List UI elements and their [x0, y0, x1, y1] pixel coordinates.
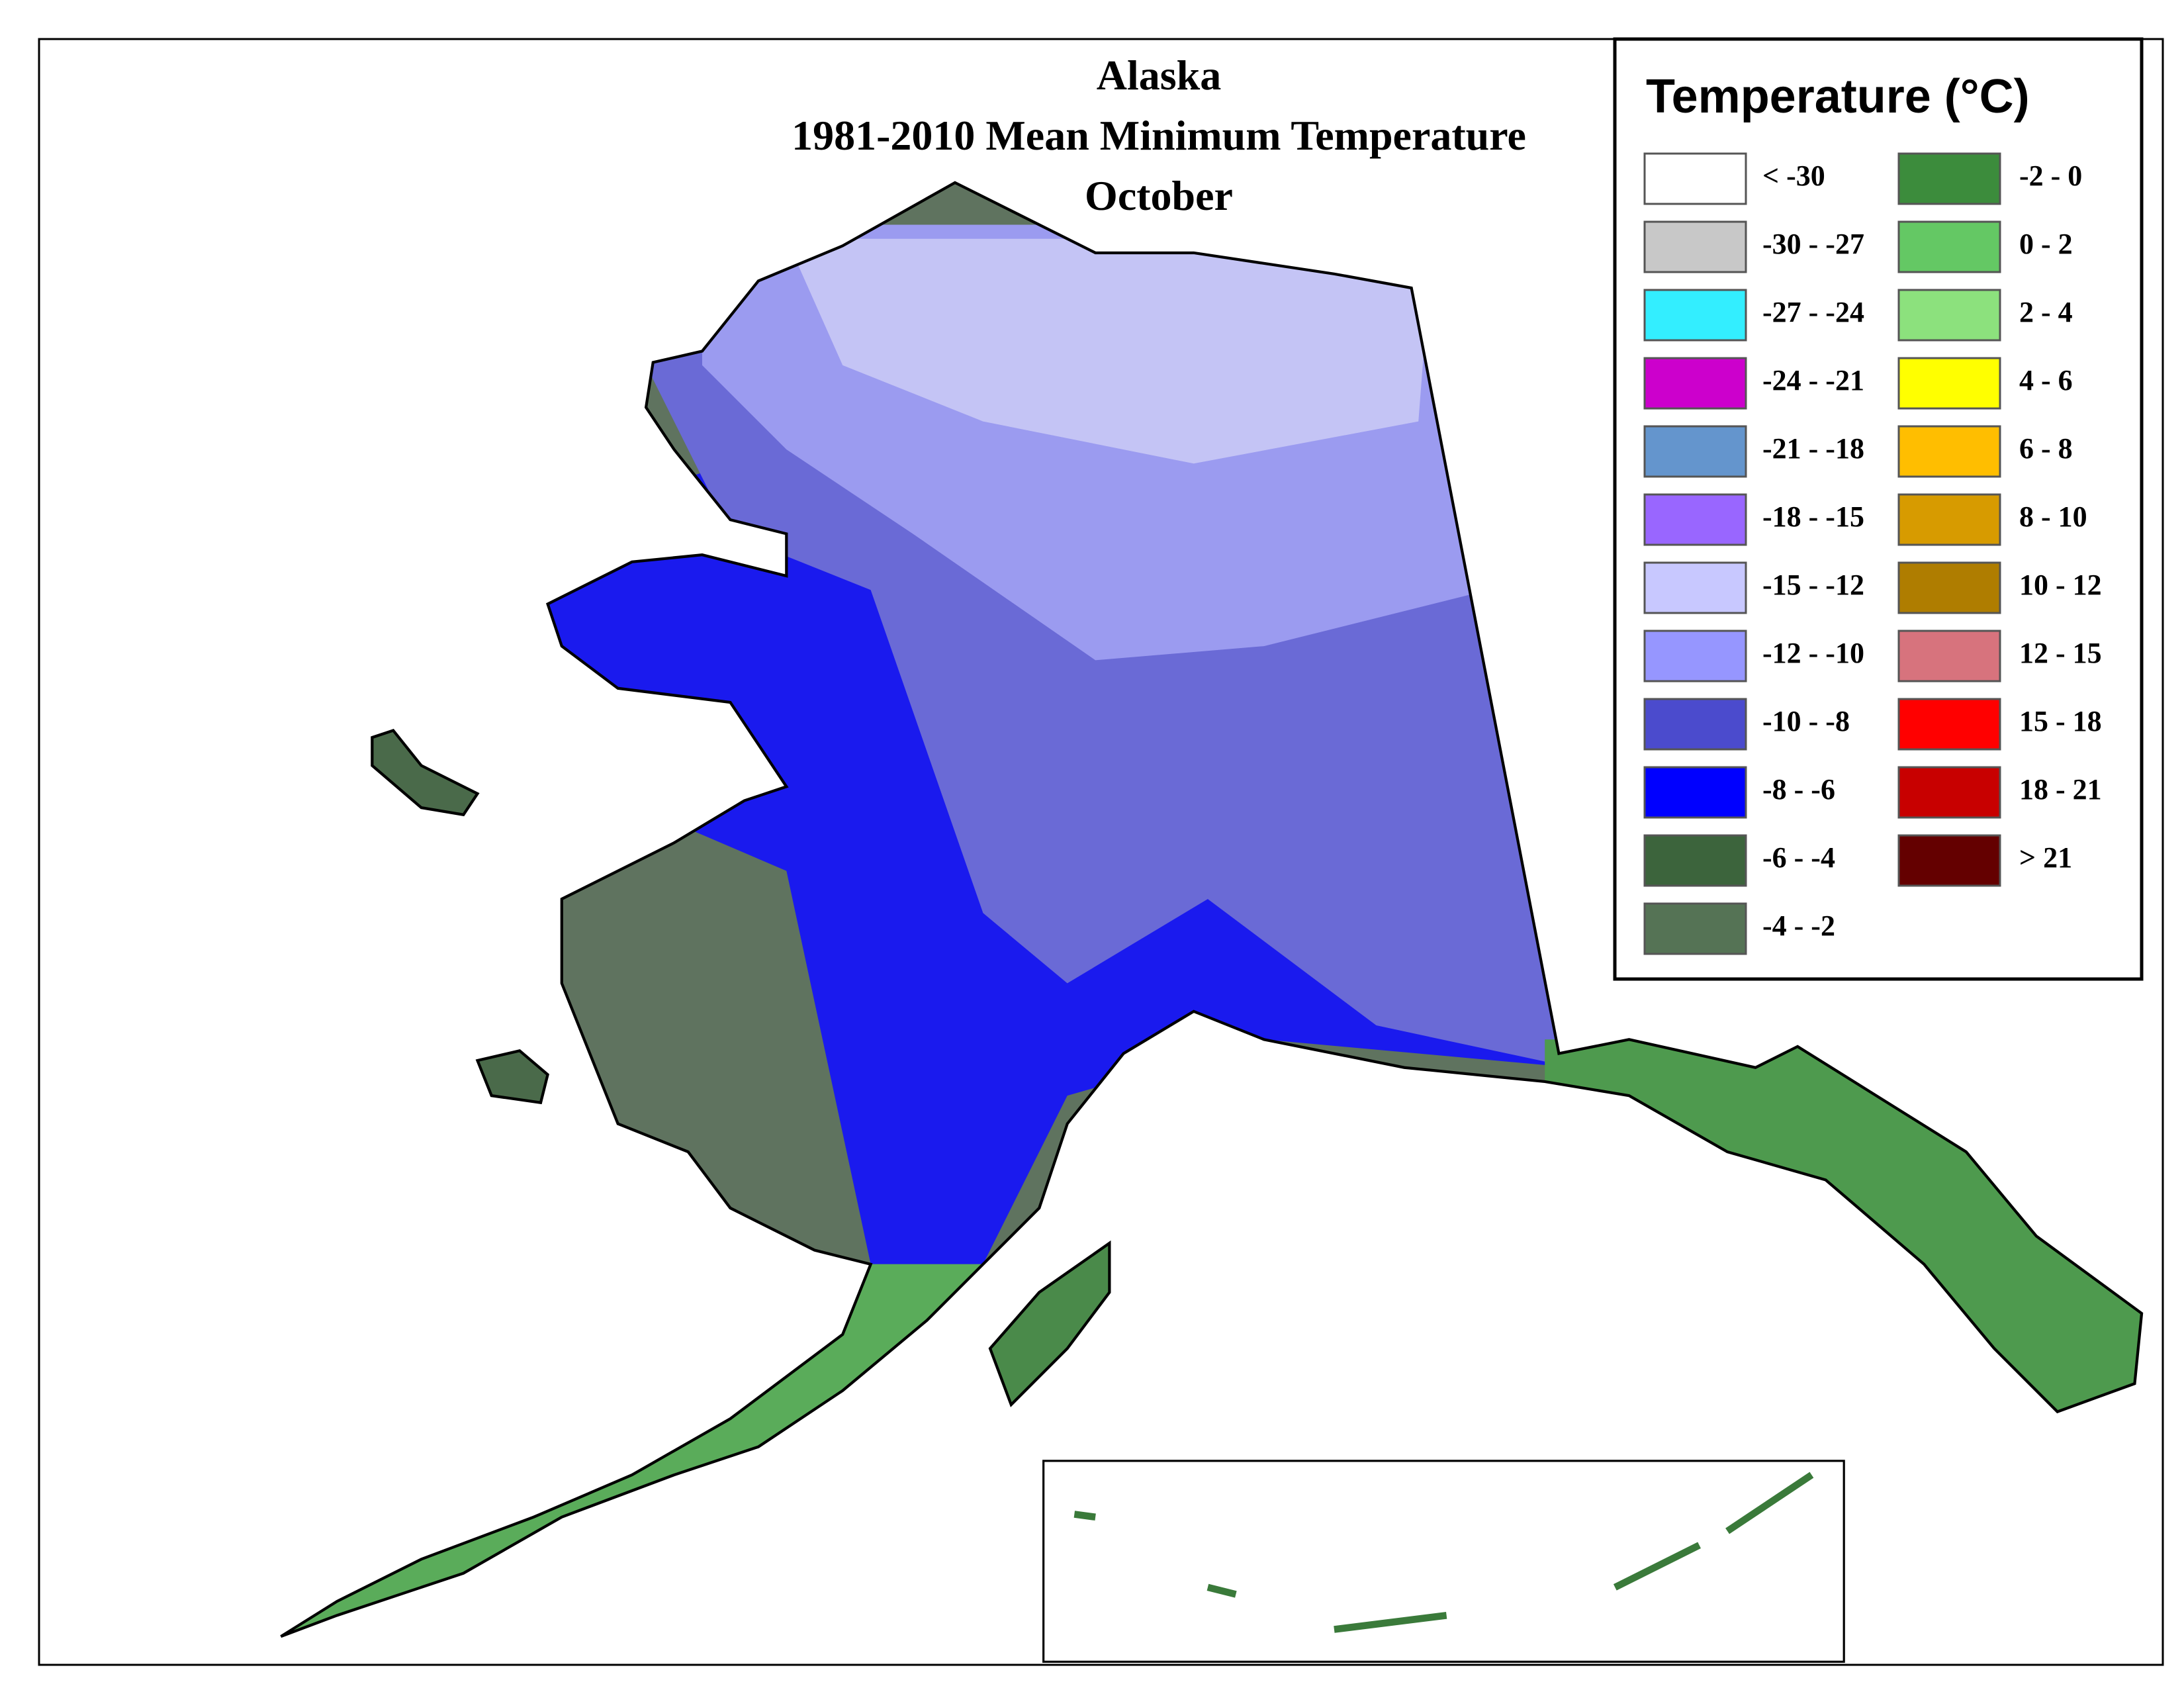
legend-swatch: [1643, 902, 1747, 955]
map-title-line: Alaska: [1097, 52, 1222, 99]
legend-label: -2 - 0: [2019, 160, 2082, 192]
legend-swatch: [1643, 493, 1747, 546]
legend-swatch: [1897, 220, 2001, 273]
legend-label: -21 - -18: [1762, 432, 1864, 465]
legend-label: > 21: [2019, 841, 2072, 874]
legend-label: 15 - 18: [2019, 705, 2102, 737]
legend-label: -24 - -21: [1762, 364, 1864, 397]
legend-label: -10 - -8: [1762, 705, 1850, 737]
legend-label: -15 - -12: [1762, 569, 1864, 601]
legend-label: 12 - 15: [2019, 637, 2102, 669]
legend-label: 10 - 12: [2019, 569, 2102, 601]
legend-swatch: [1643, 220, 1747, 273]
legend-label: -6 - -4: [1762, 841, 1835, 874]
legend-label: 2 - 4: [2019, 296, 2073, 328]
legend-label: 4 - 6: [2019, 364, 2073, 397]
legend-swatch: [1897, 493, 2001, 546]
legend-label: -30 - -27: [1762, 228, 1864, 260]
legend-label: 6 - 8: [2019, 432, 2073, 465]
legend-label: 0 - 2: [2019, 228, 2073, 260]
legend-label: -27 - -24: [1762, 296, 1864, 328]
legend-swatch: [1897, 425, 2001, 478]
legend-label: -12 - -10: [1762, 637, 1864, 669]
legend-swatch: [1643, 357, 1747, 410]
legend-label: 18 - 21: [2019, 773, 2102, 806]
title-block: Alaska 1981-2010 Mean Minimum Temperature…: [792, 52, 1526, 219]
legend-swatch: [1643, 766, 1747, 819]
map-title-line: 1981-2010 Mean Minimum Temperature: [792, 112, 1526, 159]
legend-swatch: [1897, 834, 2001, 887]
legend-swatch: [1897, 766, 2001, 819]
legend-title: Temperature (°C): [1646, 70, 2030, 123]
legend: < -30 -30 - -27 -27 - -24 -24 - -21 -21 - -1…: [1643, 152, 2102, 955]
legend-swatch: [1643, 425, 1747, 478]
legend-label: -18 - -15: [1762, 500, 1864, 533]
legend-swatch: [1897, 698, 2001, 751]
legend-label: < -30: [1762, 160, 1825, 192]
legend-swatch: [1643, 698, 1747, 751]
legend-swatch: [1897, 152, 2001, 205]
legend-label: -8 - -6: [1762, 773, 1835, 806]
legend-swatch: [1643, 152, 1747, 205]
legend-swatch: [1643, 289, 1747, 342]
legend-label: -4 - -2: [1762, 910, 1835, 942]
legend-swatch: [1643, 834, 1747, 887]
legend-swatch: [1897, 561, 2001, 614]
legend-swatch: [1897, 357, 2001, 410]
legend-label: 8 - 10: [2019, 500, 2087, 533]
map-title-line: October: [1085, 172, 1233, 219]
legend-swatch: [1897, 289, 2001, 342]
legend-swatch: [1643, 630, 1747, 682]
legend-swatch: [1897, 630, 2001, 682]
legend-swatch: [1643, 561, 1747, 614]
